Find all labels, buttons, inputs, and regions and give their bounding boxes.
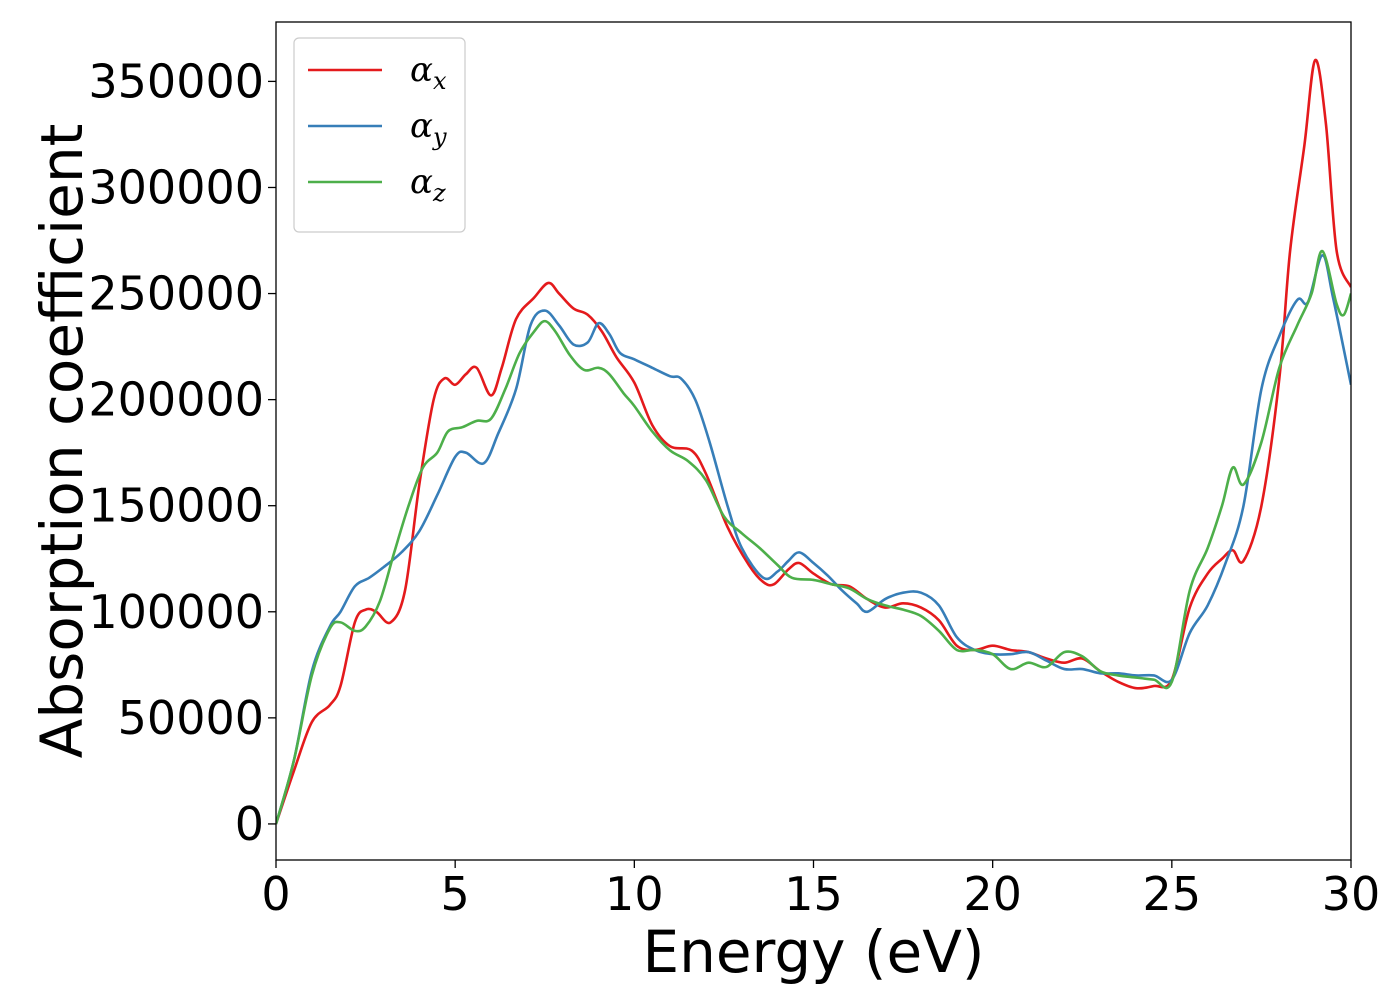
y-tick-label: 0 [235,797,264,851]
x-tick-label: 20 [963,867,1022,921]
x-axis-label: Energy (eV) [642,918,984,986]
x-tick-label: 5 [441,867,470,921]
legend-label-alpha-y: αy [410,106,447,151]
series-line-alpha-z [276,249,1351,825]
y-tick-label: 300000 [88,160,264,214]
x-tick-label: 0 [261,867,290,921]
y-tick-label: 200000 [88,373,264,427]
x-tick-label: 15 [784,867,843,921]
y-axis-label: Absorption coefficient [28,124,96,759]
y-tick-label: 250000 [88,267,264,321]
series-layer [276,58,1351,825]
y-tick-label: 100000 [88,585,264,639]
x-tick-label: 25 [1143,867,1202,921]
x-tick-label: 30 [1322,867,1381,921]
legend-label-alpha-x: αx [410,50,447,95]
y-tick-label: 150000 [88,479,264,533]
y-tick-label: 50000 [118,691,264,745]
legend-label-alpha-z: αz [410,162,446,207]
y-axis-ticks: 0 50000 100000 150000 200000 250000 300000 3500… [88,54,276,851]
series-line-alpha-y [276,254,1351,825]
x-tick-label: 10 [605,867,664,921]
legend: αx αy αz [293,37,466,233]
series-line-alpha-x [276,58,1351,825]
legend-box [293,37,466,233]
y-tick-label: 350000 [88,54,264,108]
x-axis-ticks: 0 5 10 15 20 25 30 [261,860,1380,921]
